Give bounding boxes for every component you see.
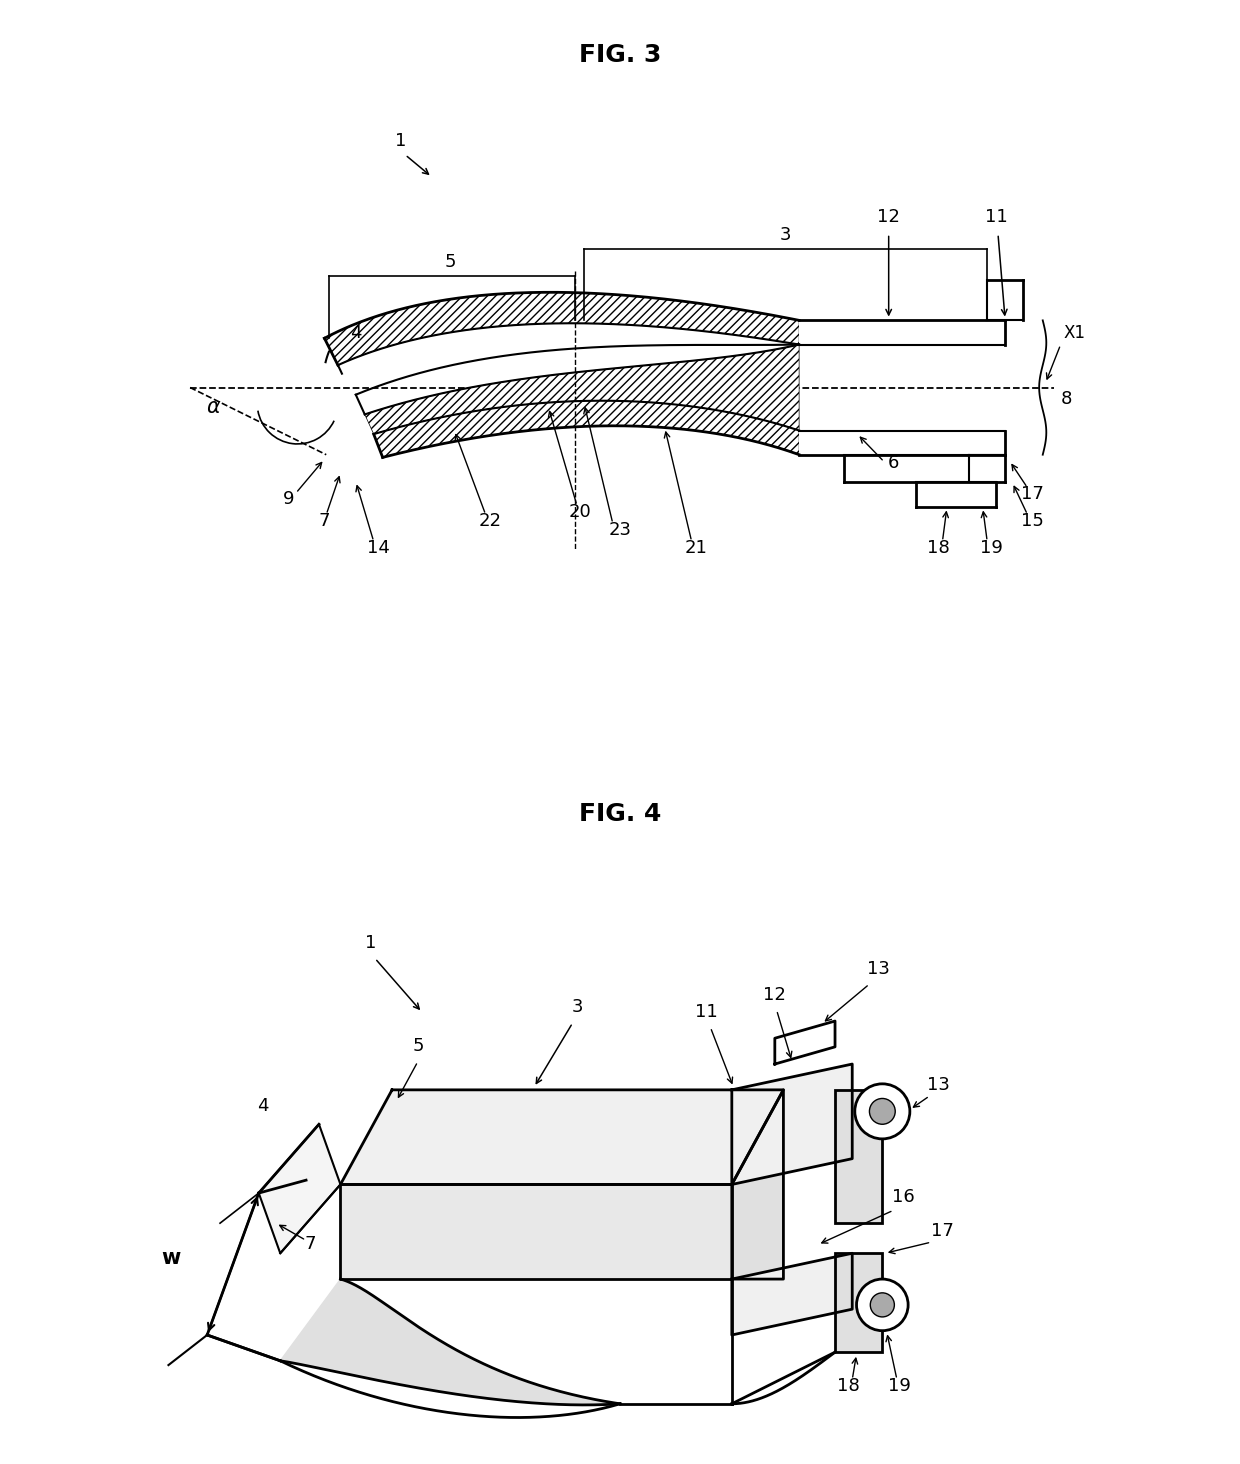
Text: 14: 14	[367, 539, 389, 558]
Text: 13: 13	[867, 960, 889, 978]
Text: 18: 18	[837, 1376, 859, 1395]
Polygon shape	[373, 401, 799, 457]
Text: X1: X1	[1064, 324, 1085, 343]
Circle shape	[869, 1098, 895, 1124]
Bar	[844, 455, 1006, 482]
Circle shape	[854, 1083, 910, 1139]
Bar	[799, 321, 1006, 344]
Polygon shape	[732, 1089, 784, 1280]
Text: 11: 11	[985, 208, 1008, 225]
Text: 5: 5	[412, 1037, 424, 1056]
Text: 21: 21	[684, 539, 708, 558]
Text: 1: 1	[365, 934, 376, 952]
Text: 11: 11	[694, 1003, 718, 1020]
Polygon shape	[732, 1064, 852, 1184]
Polygon shape	[732, 1253, 852, 1335]
Circle shape	[870, 1293, 894, 1318]
Bar	[799, 430, 1006, 455]
Text: 9: 9	[283, 490, 294, 508]
Polygon shape	[341, 1089, 784, 1184]
Polygon shape	[280, 1280, 620, 1405]
Circle shape	[857, 1280, 908, 1331]
Polygon shape	[259, 1124, 341, 1253]
Text: 17: 17	[931, 1222, 954, 1240]
Text: 12: 12	[877, 208, 900, 225]
Polygon shape	[775, 1020, 835, 1064]
Text: 7: 7	[305, 1236, 316, 1253]
Text: 19: 19	[888, 1376, 911, 1395]
Text: 16: 16	[893, 1187, 915, 1206]
Text: 13: 13	[926, 1076, 950, 1094]
Text: 4: 4	[258, 1098, 269, 1116]
Text: 7: 7	[319, 512, 330, 530]
Polygon shape	[325, 293, 799, 365]
Polygon shape	[365, 344, 799, 435]
Text: 19: 19	[981, 539, 1003, 558]
Text: 20: 20	[568, 504, 591, 521]
Text: 6: 6	[888, 454, 899, 471]
Text: 23: 23	[609, 521, 631, 539]
Bar	[915, 482, 996, 507]
Text: 3: 3	[572, 998, 583, 1016]
Text: 17: 17	[1021, 486, 1043, 504]
Text: 1: 1	[394, 132, 407, 149]
Polygon shape	[341, 1184, 732, 1280]
Text: 18: 18	[926, 539, 950, 558]
Text: FIG. 4: FIG. 4	[579, 802, 661, 826]
Text: FIG. 3: FIG. 3	[579, 42, 661, 67]
Text: 15: 15	[1021, 512, 1043, 530]
Text: 8: 8	[1060, 389, 1073, 407]
Bar	[987, 280, 1023, 321]
Bar	[835, 1253, 883, 1353]
Text: w: w	[161, 1249, 181, 1268]
Text: 4: 4	[350, 324, 362, 343]
Bar	[835, 1089, 883, 1224]
Text: 12: 12	[764, 985, 786, 1003]
Text: 5: 5	[444, 253, 455, 271]
Text: $\alpha$: $\alpha$	[206, 397, 222, 417]
Text: 3: 3	[780, 225, 791, 243]
Text: 22: 22	[479, 512, 502, 530]
